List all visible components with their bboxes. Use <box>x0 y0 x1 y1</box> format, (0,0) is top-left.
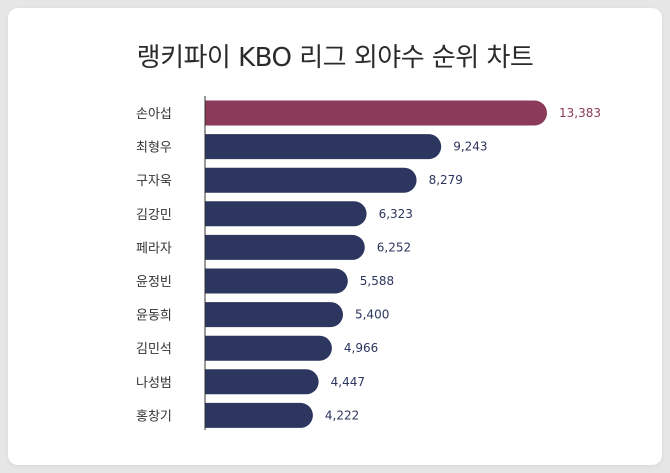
category-label: 윤동희 <box>136 309 172 324</box>
value-label: 5,588 <box>360 274 394 288</box>
category-label: 페라자 <box>136 241 172 256</box>
bar <box>192 302 343 328</box>
bar <box>192 234 365 260</box>
category-label: 나성범 <box>136 376 172 391</box>
value-label: 13,383 <box>559 106 601 120</box>
bar <box>192 369 319 395</box>
value-label: 6,252 <box>377 240 411 254</box>
bar <box>192 335 332 361</box>
category-label: 구자욱 <box>136 174 172 189</box>
value-label: 8,279 <box>429 173 463 187</box>
category-label: 김강민 <box>136 208 172 223</box>
axis-mask <box>191 96 205 430</box>
bar <box>192 201 367 227</box>
bar <box>192 402 313 428</box>
bar <box>192 167 417 193</box>
bar-highlight <box>192 100 547 126</box>
category-label: 홍창기 <box>136 409 172 424</box>
category-label: 손아섭 <box>136 107 172 122</box>
category-label: 김민석 <box>136 342 172 357</box>
value-label: 4,222 <box>325 408 359 422</box>
value-label: 4,447 <box>331 375 365 389</box>
value-label: 5,400 <box>355 308 389 322</box>
bar <box>192 134 442 160</box>
value-label: 9,243 <box>453 140 487 154</box>
category-label: 윤정빈 <box>136 275 172 290</box>
category-label: 최형우 <box>136 141 172 156</box>
bar <box>192 268 348 294</box>
chart-title: 랭키파이 KBO 리그 외야수 순위 차트 <box>136 43 534 73</box>
value-label: 6,323 <box>379 207 413 221</box>
value-label: 4,966 <box>344 341 378 355</box>
bars-group: 손아섭 13,383 최형우 9,243 구자욱 8,279 김강민 6,323 페라자 6,25… <box>136 96 601 430</box>
